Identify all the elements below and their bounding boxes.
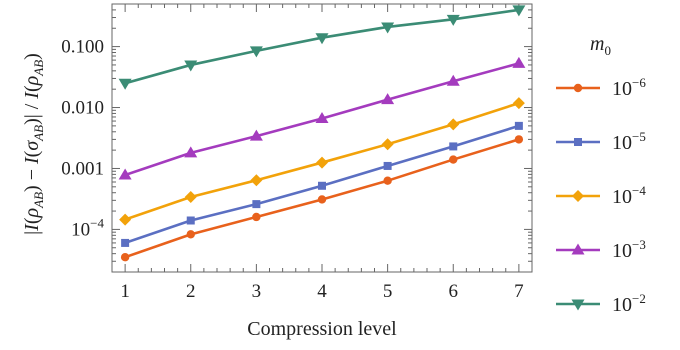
data-point (512, 56, 526, 68)
series-1 (121, 121, 523, 247)
plot-frame (111, 3, 533, 273)
data-point (447, 118, 460, 131)
data-point (512, 5, 526, 17)
x-axis-label: Compression level (247, 318, 397, 340)
y-tick-label: 0.001 (61, 158, 104, 179)
y-label-rho: ρ (21, 208, 43, 219)
legend-label: 10−6 (612, 75, 646, 100)
legend-marker (571, 243, 585, 255)
data-point (315, 33, 329, 45)
legend-item: 10−5 (556, 129, 646, 154)
data-point (184, 60, 198, 72)
y-label-ab2: AB (31, 125, 46, 142)
data-point (512, 97, 525, 110)
data-point (449, 142, 458, 151)
y-label-ab3: AB (31, 60, 46, 77)
data-point (317, 195, 327, 204)
y-label-slash: | / (21, 99, 43, 119)
data-point (381, 93, 395, 105)
legend-title: m0 (590, 33, 611, 58)
legend-label: 10−3 (612, 237, 646, 262)
series-0 (120, 135, 524, 262)
data-point (446, 74, 460, 86)
legend-label: 10−2 (612, 291, 646, 316)
series-layer (118, 5, 526, 262)
y-label-i1: I (21, 223, 43, 232)
data-point (514, 121, 523, 130)
data-point (249, 46, 263, 58)
series-line (124, 8, 520, 85)
x-tick-label: 1 (120, 281, 130, 302)
y-label-rho2: ρ (21, 76, 43, 87)
x-tick-label: 6 (449, 281, 459, 302)
data-point (118, 78, 132, 90)
y-axis-label: |I(ρAB) − I(σAB)| / I(ρAB) (21, 53, 46, 235)
data-point (381, 138, 394, 151)
legend-marker (574, 138, 582, 146)
x-axis-ticks: 1 2 3 4 5 6 7 (120, 4, 524, 302)
data-point (383, 176, 392, 185)
legend-item: 10−3 (556, 237, 646, 262)
legend-marker (572, 190, 584, 202)
y-label-open: | (21, 231, 43, 235)
data-point (318, 181, 326, 190)
x-tick-label: 2 (186, 281, 196, 302)
y-label-sigma: σ (21, 140, 43, 151)
series-4 (118, 5, 526, 90)
data-point (120, 252, 130, 262)
data-point (252, 200, 261, 209)
legend-label: 10−4 (612, 183, 646, 208)
data-point (118, 168, 132, 180)
data-point (315, 112, 329, 124)
data-point (186, 216, 195, 225)
y-tick-label: 0.100 (61, 37, 104, 58)
x-tick-label: 4 (317, 281, 327, 302)
y-label-ab1: AB (31, 192, 46, 209)
y-tick-label: 0.010 (61, 98, 104, 119)
data-point (121, 238, 130, 247)
y-axis-ticks: 10−4 0.001 0.010 0.100 (61, 3, 532, 273)
legend: m0 10−6 10−5 10−4 10−3 10−2 (556, 33, 646, 316)
legend-marker (571, 299, 585, 311)
data-point (184, 146, 198, 158)
legend-item: 10−6 (556, 75, 646, 100)
y-label-minus: − (21, 169, 43, 180)
data-point (514, 135, 524, 144)
data-point (250, 174, 263, 187)
y-label-i2: I (21, 156, 43, 165)
data-point (383, 161, 392, 170)
data-point (186, 230, 195, 239)
series-3 (118, 56, 526, 180)
data-point (449, 155, 458, 164)
legend-item: 10−2 (556, 291, 646, 316)
data-point (249, 129, 263, 141)
y-label-i3: I (21, 91, 43, 100)
legend-item: 10−4 (556, 183, 646, 208)
data-point (446, 14, 460, 26)
x-tick-label: 5 (383, 281, 393, 302)
legend-marker (573, 83, 583, 93)
y-tick-label: 10−4 (71, 215, 104, 240)
data-point (119, 213, 132, 226)
data-point (184, 191, 197, 204)
x-tick-label: 3 (252, 281, 262, 302)
data-point (381, 22, 395, 34)
x-tick-label: 7 (514, 281, 524, 302)
legend-label: 10−5 (612, 129, 646, 154)
data-point (252, 212, 261, 222)
data-point (316, 156, 328, 169)
plot-border (111, 3, 533, 273)
series-2 (119, 97, 525, 226)
